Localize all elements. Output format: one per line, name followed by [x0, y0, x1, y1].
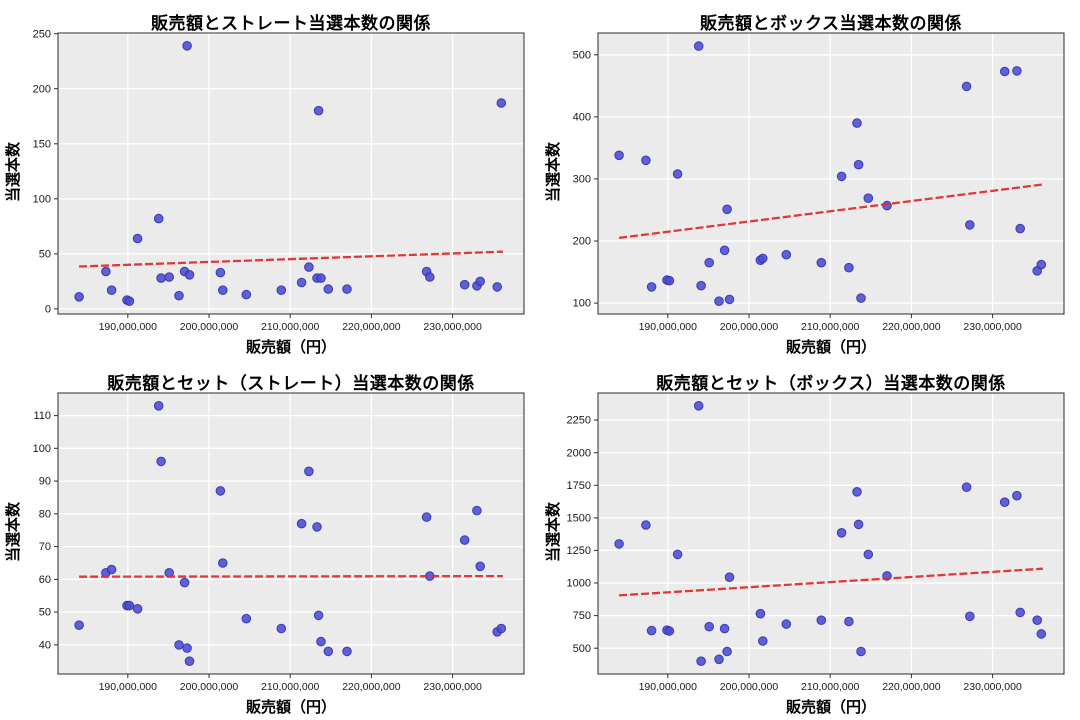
svg-text:190,000,000: 190,000,000: [639, 321, 698, 333]
chart-straight-title: 販売額とストレート当選本数の関係: [151, 14, 431, 33]
svg-text:150: 150: [33, 138, 51, 150]
svg-text:110: 110: [33, 410, 51, 422]
chart-box-y-axis-label: 当選本数: [545, 142, 562, 203]
svg-text:200,000,000: 200,000,000: [720, 681, 779, 693]
svg-text:1500: 1500: [567, 513, 591, 525]
chart-set-box: 190,000,000 200,000,000 210,000,000 220,000…: [540, 360, 1080, 720]
svg-text:50: 50: [39, 249, 51, 261]
svg-text:2000: 2000: [567, 447, 591, 459]
svg-text:100: 100: [33, 443, 51, 455]
svg-text:100: 100: [573, 298, 591, 310]
svg-text:1750: 1750: [567, 480, 591, 492]
svg-text:210,000,000: 210,000,000: [801, 321, 860, 333]
svg-text:230,000,000: 230,000,000: [963, 321, 1022, 333]
svg-text:50: 50: [39, 607, 51, 619]
svg-text:70: 70: [39, 541, 51, 553]
svg-text:0: 0: [45, 304, 51, 316]
chart-box-canvas: 190,000,000 200,000,000 210,000,000 220,000…: [573, 32, 1065, 333]
chart-set-box-canvas: 190,000,000 200,000,000 210,000,000 220,000…: [567, 392, 1065, 693]
svg-text:1250: 1250: [567, 545, 591, 557]
svg-text:230,000,000: 230,000,000: [963, 681, 1022, 693]
svg-text:210,000,000: 210,000,000: [261, 681, 320, 693]
svg-text:400: 400: [573, 112, 591, 124]
svg-text:220,000,000: 220,000,000: [342, 681, 401, 693]
chart-set-straight: 190,000,000 200,000,000 210,000,000 220,000…: [0, 360, 540, 720]
chart-straight-canvas: 190,000,000 200,000,000 210,000,000 220,000…: [33, 28, 525, 333]
svg-text:230,000,000: 230,000,000: [423, 681, 482, 693]
chart-straight-y-axis-label: 当選本数: [5, 142, 22, 203]
chart-set-straight-x-axis-label: 販売額（円）: [245, 699, 336, 716]
chart-set-box-title: 販売額とセット（ボックス）当選本数の関係: [656, 374, 1006, 393]
svg-text:250: 250: [33, 28, 51, 40]
svg-text:190,000,000: 190,000,000: [99, 681, 158, 693]
chart-box-title: 販売額とボックス当選本数の関係: [700, 14, 962, 33]
svg-text:210,000,000: 210,000,000: [261, 321, 320, 333]
svg-text:500: 500: [573, 643, 591, 655]
svg-text:230,000,000: 230,000,000: [423, 321, 482, 333]
svg-text:190,000,000: 190,000,000: [639, 681, 698, 693]
chart-straight: 190,000,000 200,000,000 210,000,000 220,000…: [0, 0, 540, 360]
svg-text:40: 40: [39, 640, 51, 652]
svg-text:200,000,000: 200,000,000: [180, 321, 239, 333]
svg-text:90: 90: [39, 476, 51, 488]
svg-text:190,000,000: 190,000,000: [99, 321, 158, 333]
svg-text:100: 100: [33, 193, 51, 205]
chart-box: 190,000,000 200,000,000 210,000,000 220,000…: [540, 0, 1080, 360]
chart-box-x-axis-label: 販売額（円）: [785, 339, 876, 356]
svg-text:200: 200: [33, 83, 51, 95]
svg-text:220,000,000: 220,000,000: [882, 321, 941, 333]
svg-text:200: 200: [573, 236, 591, 248]
svg-text:200,000,000: 200,000,000: [180, 681, 239, 693]
chart-set-straight-canvas: 190,000,000 200,000,000 210,000,000 220,000…: [33, 392, 525, 693]
svg-text:210,000,000: 210,000,000: [801, 681, 860, 693]
svg-text:1000: 1000: [567, 578, 591, 590]
chart-set-box-y-axis-label: 当選本数: [545, 502, 562, 563]
svg-text:220,000,000: 220,000,000: [882, 681, 941, 693]
chart-set-box-x-axis-label: 販売額（円）: [785, 699, 876, 716]
svg-text:80: 80: [39, 508, 51, 520]
svg-text:220,000,000: 220,000,000: [342, 321, 401, 333]
svg-text:60: 60: [39, 574, 51, 586]
svg-text:300: 300: [573, 174, 591, 186]
svg-text:500: 500: [573, 49, 591, 61]
svg-text:2250: 2250: [567, 415, 591, 427]
chart-set-straight-title: 販売額とセット（ストレート）当選本数の関係: [107, 374, 475, 393]
svg-text:200,000,000: 200,000,000: [720, 321, 779, 333]
svg-text:750: 750: [573, 610, 591, 622]
chart-straight-x-axis-label: 販売額（円）: [245, 339, 336, 356]
chart-set-straight-y-axis-label: 当選本数: [5, 502, 22, 563]
